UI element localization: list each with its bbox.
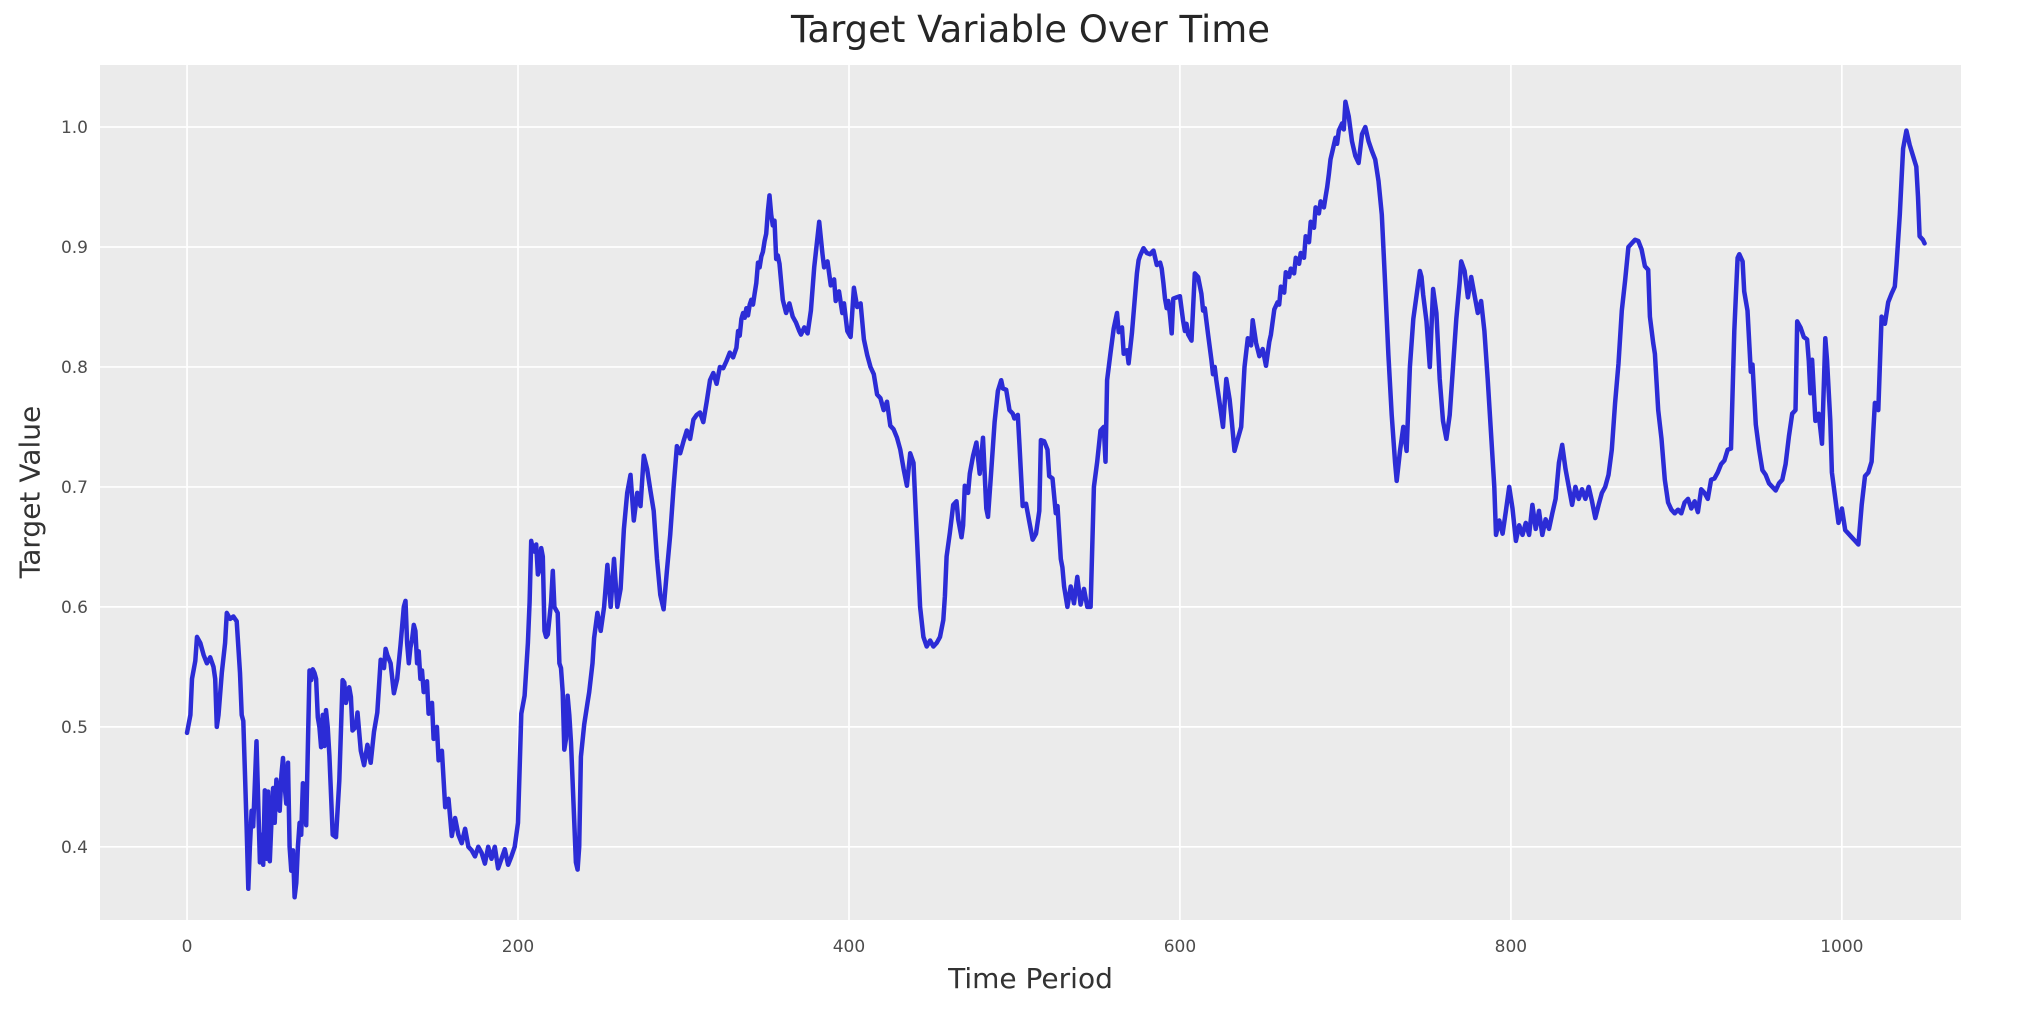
- x-axis-label: Time Period: [948, 962, 1113, 995]
- y-tick-label: 0.7: [61, 478, 88, 498]
- y-tick-label: 1.0: [61, 118, 88, 138]
- y-tick-label: 0.6: [61, 598, 88, 618]
- x-tick-label: 400: [833, 937, 865, 957]
- y-tick-label: 0.4: [61, 838, 88, 858]
- y-tick-label: 0.8: [61, 358, 88, 378]
- y-axis-label: Target Value: [13, 405, 47, 579]
- chart-title: Target Variable Over Time: [790, 8, 1271, 51]
- plot-background: [100, 65, 1961, 920]
- x-tick-label: 0: [182, 937, 193, 957]
- x-tick-label: 200: [502, 937, 534, 957]
- y-tick-label: 0.5: [61, 718, 88, 738]
- target-series-line: [184, 99, 1927, 900]
- x-tick-label: 1000: [1820, 937, 1863, 957]
- x-tick-label: 600: [1164, 937, 1196, 957]
- y-tick-label: 0.9: [61, 238, 88, 258]
- x-tick-label: 800: [1495, 937, 1527, 957]
